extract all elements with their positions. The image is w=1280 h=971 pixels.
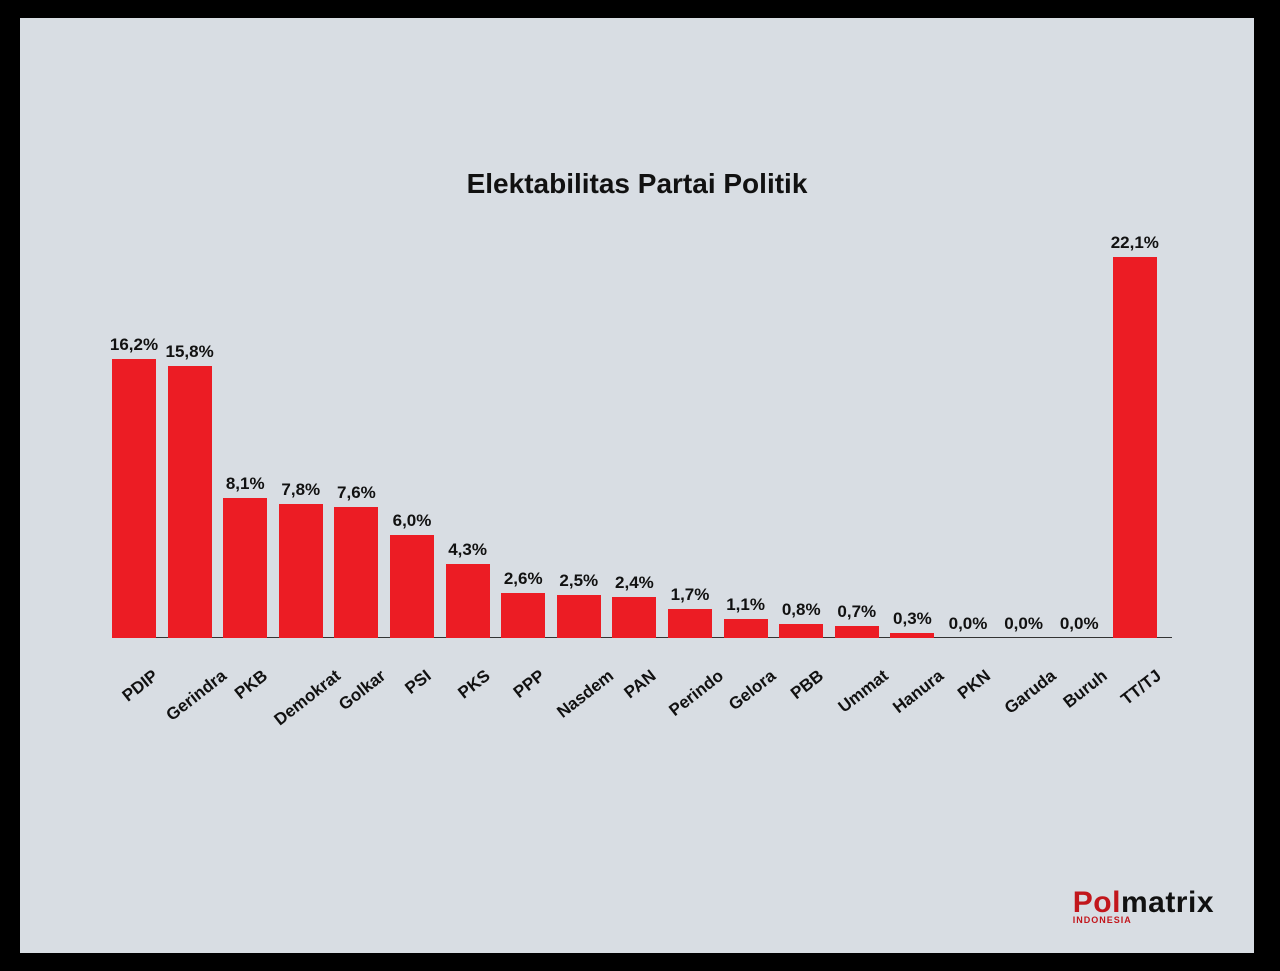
bar [557,595,601,638]
bar [334,507,378,638]
chart-title: Elektabilitas Partai Politik [20,168,1254,200]
brand-suffix: matrix [1121,886,1214,919]
category-label: Gerindra [162,666,230,725]
bar-value-label: 16,2% [102,335,166,355]
bar-value-label: 8,1% [213,474,277,494]
bar-value-label: 6,0% [380,511,444,531]
category-label: Garuda [1000,666,1059,718]
bar-value-label: 0,0% [992,614,1056,634]
bar-plot-area: 16,2%15,8%8,1%7,8%7,6%6,0%4,3%2,6%2,5%2,… [112,233,1172,638]
bar [890,633,934,638]
category-label: PPP [510,666,549,703]
bar-value-label: 2,5% [547,571,611,591]
bar [1113,257,1157,638]
category-label: PKN [954,666,995,704]
chart-canvas: Elektabilitas Partai Politik 16,2%15,8% 8… [20,18,1254,953]
bar-value-label: 4,3% [436,540,500,560]
bar-value-label: 7,6% [324,483,388,503]
bar [112,359,156,638]
bar-value-label: 0,8% [769,600,833,620]
bar-value-label: 1,7% [658,585,722,605]
category-label: Demokrat [270,666,344,730]
category-label: PAN [621,666,661,703]
bar [446,564,490,638]
bar [223,498,267,638]
bar [779,624,823,638]
bar-value-label: 7,8% [269,480,333,500]
category-label: Ummat [834,666,892,717]
bar-value-label: 2,6% [491,569,555,589]
bar [668,609,712,638]
category-label: Hanura [890,666,948,718]
bar [724,619,768,638]
category-label: PDIP [119,666,163,706]
category-label: Perindo [665,666,727,721]
bar-value-label: 0,0% [1047,614,1111,634]
bar-value-label: 0,7% [825,602,889,622]
category-label: PKS [454,666,494,703]
bar [390,535,434,638]
bar [501,593,545,638]
bar [168,366,212,638]
category-label: PBB [787,666,828,704]
bar-value-label: 15,8% [158,342,222,362]
bar [835,626,879,638]
category-label: TT/TJ [1117,666,1165,710]
bar-value-label: 22,1% [1103,233,1167,253]
bar [612,597,656,638]
bar-value-label: 2,4% [602,573,666,593]
category-label: PKB [231,666,272,704]
category-label: Gelora [725,666,780,715]
bar-value-label: 0,3% [880,609,944,629]
category-label: Golkar [335,666,390,715]
category-label: Nasdem [553,666,617,722]
chart-frame: Elektabilitas Partai Politik 16,2%15,8% 8… [0,0,1280,971]
bar-value-label: 0,0% [936,614,1000,634]
category-label: Buruh [1060,666,1112,713]
category-label: PSI [401,666,435,699]
bar [279,504,323,638]
brand-logo: Polmatrix INDONESIA [1073,888,1214,925]
bar-value-label: 1,1% [714,595,778,615]
